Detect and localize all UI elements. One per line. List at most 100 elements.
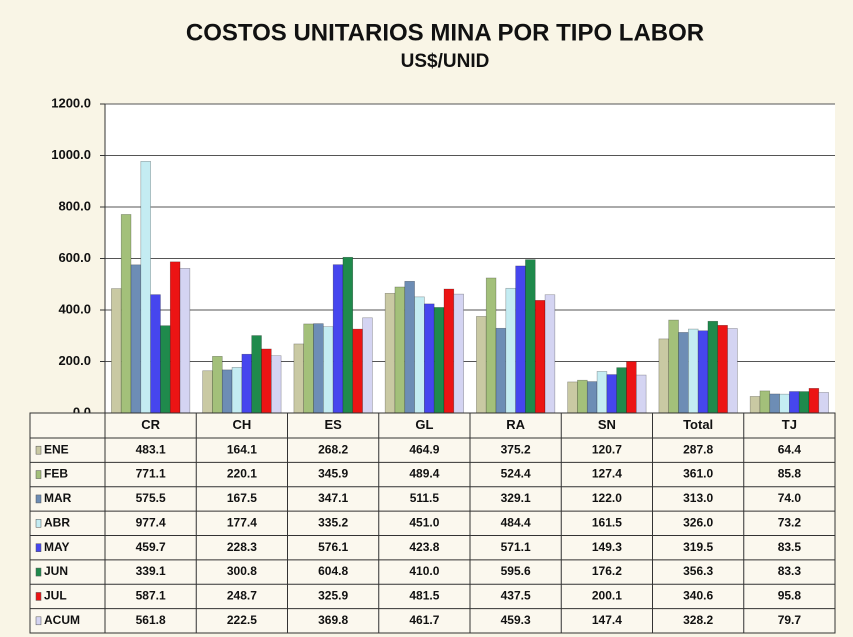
- bar: [586, 381, 598, 414]
- legend-swatch: [35, 445, 42, 455]
- y-tick-label: 1000.0: [51, 147, 91, 162]
- bar: [485, 277, 497, 414]
- legend-swatch: [35, 592, 42, 601]
- bar: [169, 261, 181, 414]
- bar: [453, 293, 464, 414]
- legend-label: ACUM: [44, 613, 80, 627]
- bar: [596, 371, 608, 414]
- table-cell: 200.1: [592, 589, 622, 603]
- table-cell: 149.3: [592, 540, 622, 554]
- bar: [818, 392, 829, 414]
- table-cell: 220.1: [227, 467, 257, 481]
- table-cell: 177.4: [227, 515, 257, 529]
- table-cell: 328.2: [683, 613, 713, 627]
- bar: [404, 280, 415, 414]
- x-tick-label: SN: [598, 417, 616, 432]
- bar: [313, 323, 324, 414]
- y-tick-label: 400.0: [58, 301, 91, 316]
- table-cell: 329.1: [501, 491, 531, 505]
- bar: [179, 268, 191, 414]
- table-cell: 73.2: [778, 515, 802, 529]
- bar: [443, 288, 455, 414]
- table-cell: 222.5: [227, 613, 257, 627]
- table-cell: 595.6: [501, 564, 531, 578]
- legend-label: JUL: [44, 589, 67, 603]
- bar: [525, 259, 536, 414]
- bar: [433, 307, 445, 414]
- bar: [323, 326, 334, 414]
- x-tick-label: Total: [683, 417, 713, 432]
- legend-label: FEB: [44, 467, 68, 481]
- table-cell: 335.2: [318, 515, 348, 529]
- bar: [697, 330, 709, 414]
- table-cell: 164.1: [227, 442, 257, 456]
- table-cell: 83.3: [778, 564, 802, 578]
- table-cell: 369.8: [318, 613, 348, 627]
- table-cell: 481.5: [409, 589, 439, 603]
- bar: [384, 292, 396, 414]
- table-cell: 464.9: [409, 442, 439, 456]
- bar: [577, 379, 588, 414]
- table-cell: 319.5: [683, 540, 713, 554]
- table-cell: 340.6: [683, 589, 713, 603]
- bar: [606, 374, 617, 414]
- table-cell: 74.0: [778, 491, 802, 505]
- bar: [241, 353, 252, 414]
- legend-label: MAR: [44, 491, 72, 505]
- bar: [130, 264, 142, 414]
- x-tick-label: CR: [141, 417, 160, 432]
- table-cell: 326.0: [683, 515, 713, 529]
- bar: [394, 286, 406, 414]
- legend-swatch: [35, 543, 42, 552]
- bar: [759, 390, 771, 414]
- legend-label: JUN: [44, 564, 68, 578]
- table-cell: 461.7: [409, 613, 439, 627]
- bar: [567, 381, 578, 414]
- table-cell: 423.8: [409, 540, 439, 554]
- legend-swatch: [35, 519, 42, 528]
- y-tick-label: 600.0: [58, 250, 91, 265]
- table-cell: 437.5: [501, 589, 531, 603]
- table-cell: 64.4: [778, 442, 802, 456]
- bar: [779, 393, 790, 414]
- chart-subtitle: US$/UNID: [401, 51, 490, 72]
- table-cell: 375.2: [501, 442, 531, 456]
- table-cell: 356.3: [683, 564, 713, 578]
- bar: [707, 320, 719, 414]
- table-cell: 287.8: [683, 442, 713, 456]
- bar: [534, 300, 546, 414]
- table-cell: 228.3: [227, 540, 257, 554]
- table-cell: 489.4: [409, 467, 439, 481]
- table-cell: 345.9: [318, 467, 348, 481]
- bar: [120, 214, 132, 414]
- x-tick-label: GL: [415, 417, 433, 432]
- table-cell: 268.2: [318, 442, 348, 456]
- y-tick-label: 800.0: [58, 198, 91, 213]
- legend-label: ABR: [44, 515, 70, 529]
- table-cell: 561.8: [136, 613, 166, 627]
- table-cell: 95.8: [778, 589, 802, 603]
- table-cell: 576.1: [318, 540, 348, 554]
- table-body: [29, 412, 836, 634]
- bar: [202, 370, 213, 414]
- y-tick-label: 1200.0: [51, 95, 91, 110]
- bar: [414, 296, 425, 414]
- bar: [150, 294, 161, 414]
- table-cell: 339.1: [136, 564, 166, 578]
- table-cell: 361.0: [683, 467, 713, 481]
- bar: [658, 338, 669, 414]
- bar: [798, 391, 810, 414]
- table-cell: 347.1: [318, 491, 348, 505]
- bar: [544, 294, 556, 414]
- bar: [111, 288, 122, 414]
- table-cell: 977.4: [136, 515, 166, 529]
- bar: [476, 316, 487, 414]
- legend-swatch: [35, 494, 42, 504]
- bar: [616, 367, 627, 414]
- table-cell: 300.8: [227, 564, 257, 578]
- bar: [362, 317, 373, 414]
- bar: [261, 348, 272, 414]
- table-cell: 459.7: [136, 540, 166, 554]
- bar: [749, 396, 761, 414]
- bar: [251, 335, 262, 414]
